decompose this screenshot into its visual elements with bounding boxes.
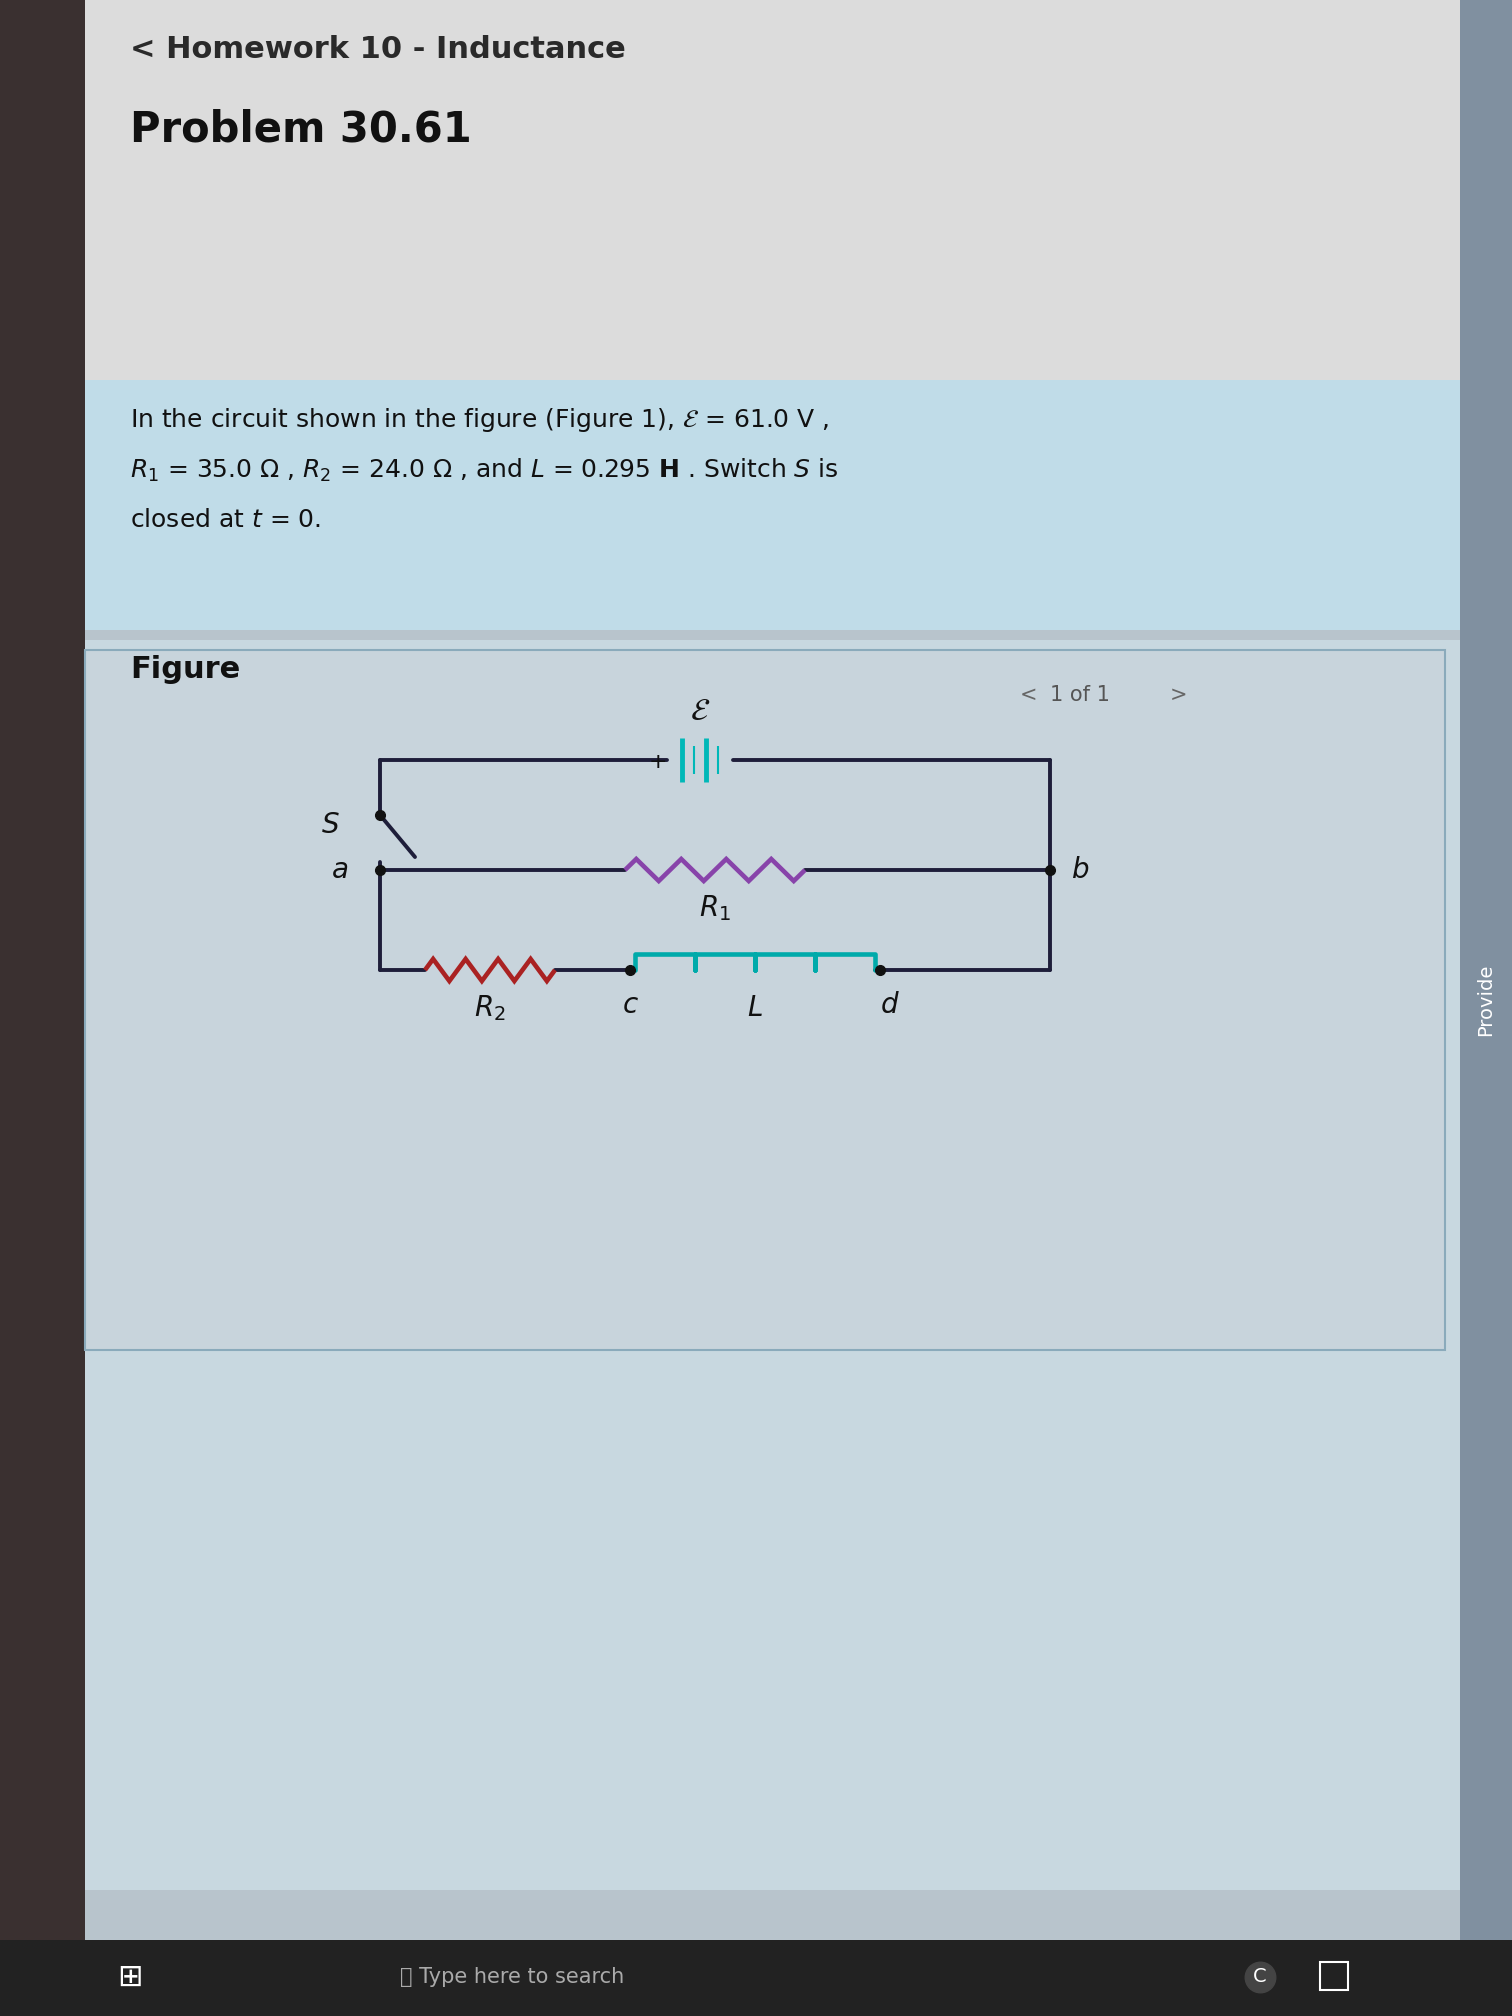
Text: +: + <box>649 752 667 772</box>
Text: ⊞: ⊞ <box>118 1962 142 1992</box>
Text: Figure: Figure <box>130 655 240 685</box>
Text: $L$: $L$ <box>747 994 764 1022</box>
Text: < Homework 10 - Inductance: < Homework 10 - Inductance <box>130 36 626 65</box>
Text: >: > <box>1170 685 1187 706</box>
Bar <box>1461 0 1512 2016</box>
Bar <box>85 379 1461 629</box>
Text: $R_2$: $R_2$ <box>475 994 507 1022</box>
Text: $c$: $c$ <box>621 992 638 1018</box>
Text: $d$: $d$ <box>880 992 900 1018</box>
Bar <box>1320 1962 1349 1990</box>
Bar <box>0 0 85 2016</box>
Text: $S$: $S$ <box>321 810 339 839</box>
Text: $R_1$ = 35.0 $\Omega$ , $R_2$ = 24.0 $\Omega$ , and $L$ = 0.295 $\mathbf{H}$ . S: $R_1$ = 35.0 $\Omega$ , $R_2$ = 24.0 $\O… <box>130 456 839 484</box>
Bar <box>0 1939 1512 2016</box>
Text: Problem 30.61: Problem 30.61 <box>130 109 472 151</box>
Bar <box>85 0 1461 379</box>
Text: C: C <box>1253 1968 1267 1986</box>
Text: In the circuit shown in the figure (Figure 1), $\mathcal{E}$ = 61.0 V ,: In the circuit shown in the figure (Figu… <box>130 405 830 433</box>
Bar <box>85 649 1445 1351</box>
Text: $R_1$: $R_1$ <box>699 893 730 923</box>
Text: $b$: $b$ <box>1070 857 1089 883</box>
Text: closed at $t$ = 0.: closed at $t$ = 0. <box>130 508 321 532</box>
Text: $a$: $a$ <box>331 857 349 883</box>
Text: ⌕ Type here to search: ⌕ Type here to search <box>401 1968 624 1988</box>
Text: 1 of 1: 1 of 1 <box>1049 685 1110 706</box>
Text: $\mathcal{E}$: $\mathcal{E}$ <box>689 698 711 726</box>
Bar <box>85 639 1461 1891</box>
Text: <: < <box>1021 685 1037 706</box>
Text: Provide: Provide <box>1477 964 1495 1036</box>
